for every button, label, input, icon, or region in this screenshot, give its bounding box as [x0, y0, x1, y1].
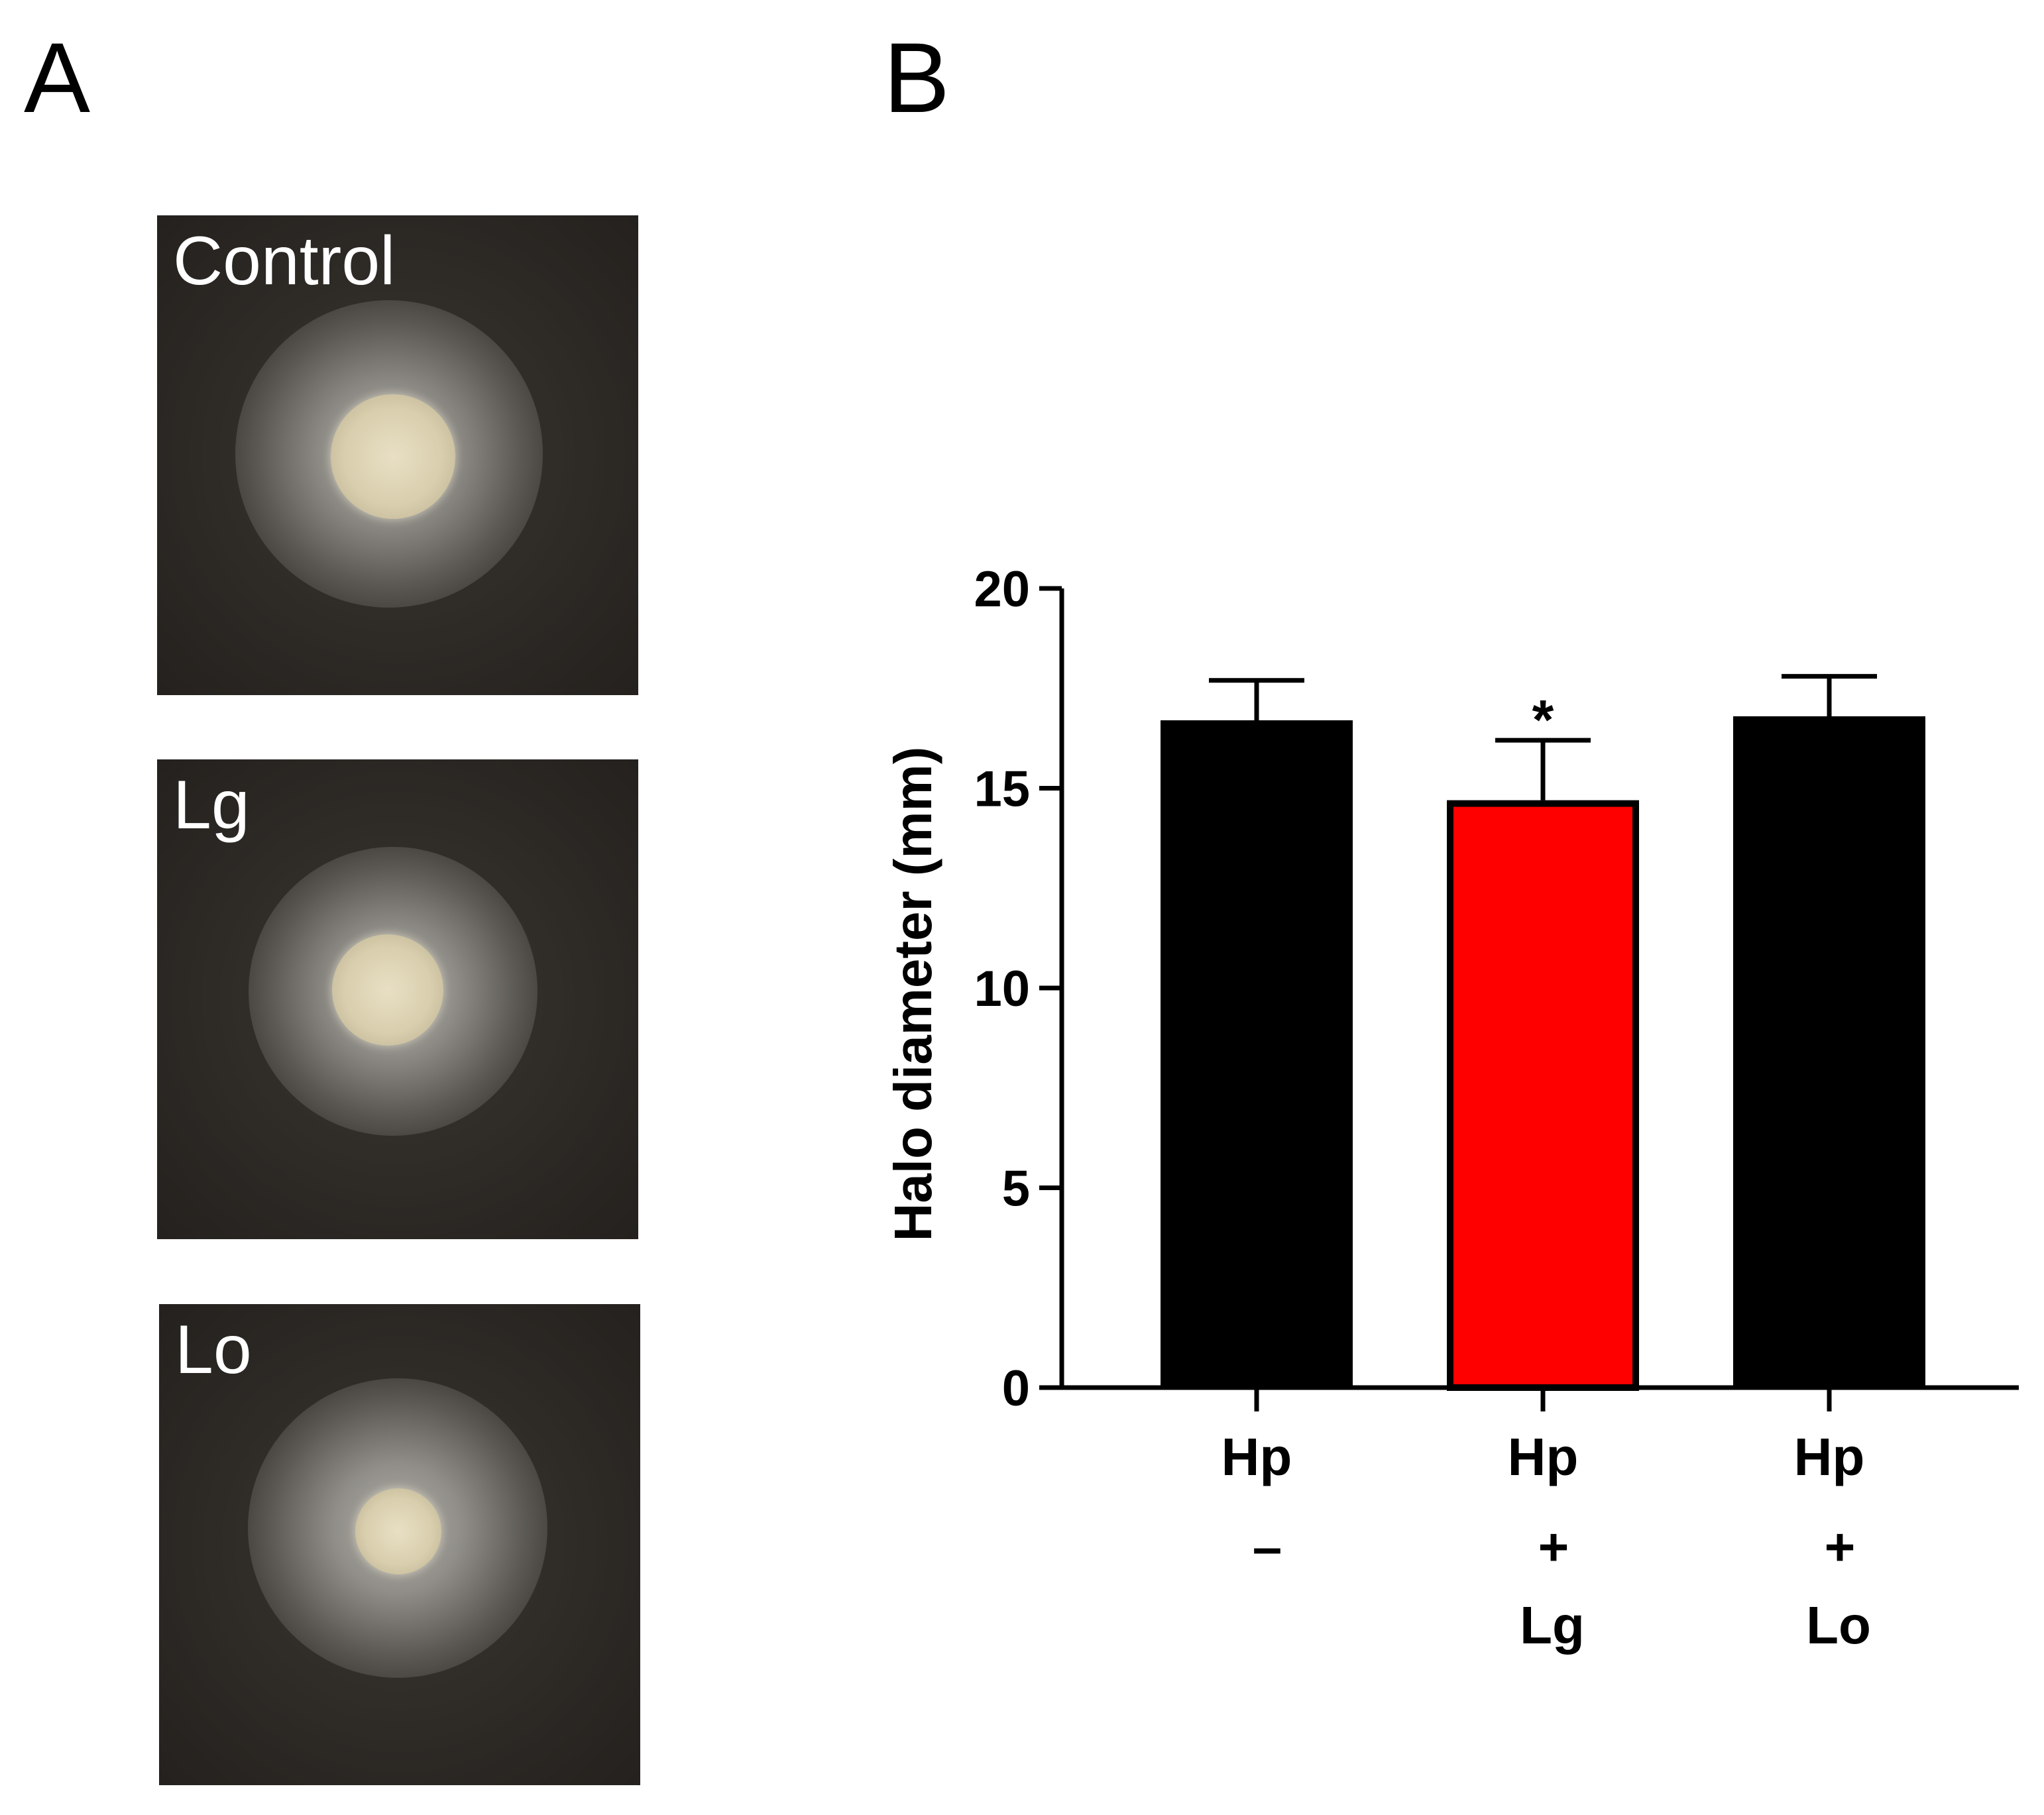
bar: [1161, 720, 1353, 1388]
y-tick-label: 5: [1002, 1161, 1030, 1217]
y-axis-label: Halo diameter (mm): [883, 747, 942, 1242]
x-category-label: Hp: [1221, 1427, 1292, 1486]
x-category-label: Lo: [1806, 1596, 1871, 1655]
bar: [1733, 716, 1925, 1388]
y-tick-label: 15: [974, 761, 1030, 818]
panel-a-label: A: [24, 22, 91, 133]
plate-label-lg: Lg: [173, 767, 250, 844]
x-category-label: Hp: [1794, 1427, 1865, 1486]
x-category-label: +: [1538, 1517, 1569, 1576]
y-tick-label: 0: [1002, 1360, 1030, 1417]
plate-image-lg: Lg: [157, 759, 638, 1239]
y-tick-label: 10: [974, 961, 1030, 1017]
x-category-label: Hp: [1508, 1427, 1579, 1486]
bar: [1447, 800, 1639, 1391]
plate-image-control: Control: [157, 215, 638, 695]
y-tick-label: 20: [974, 561, 1030, 618]
chart-labels: 0 5 10 15 20 Hp – * Hp + Lg Hp + Lo: [974, 561, 1870, 1655]
plate-image-lo: Lo: [159, 1304, 640, 1785]
colony-spot: [332, 934, 443, 1046]
colony-spot: [331, 394, 455, 519]
chart-bars: [1161, 674, 1925, 1391]
plate-label-lo: Lo: [175, 1311, 252, 1388]
plate-label-control: Control: [173, 223, 396, 300]
x-category-label: Lg: [1520, 1596, 1585, 1655]
x-category-label: +: [1825, 1517, 1856, 1576]
colony-spot: [355, 1488, 441, 1574]
significance-marker: *: [1532, 688, 1554, 751]
x-category-label: –: [1253, 1517, 1282, 1576]
panel-b-label: B: [883, 22, 950, 133]
